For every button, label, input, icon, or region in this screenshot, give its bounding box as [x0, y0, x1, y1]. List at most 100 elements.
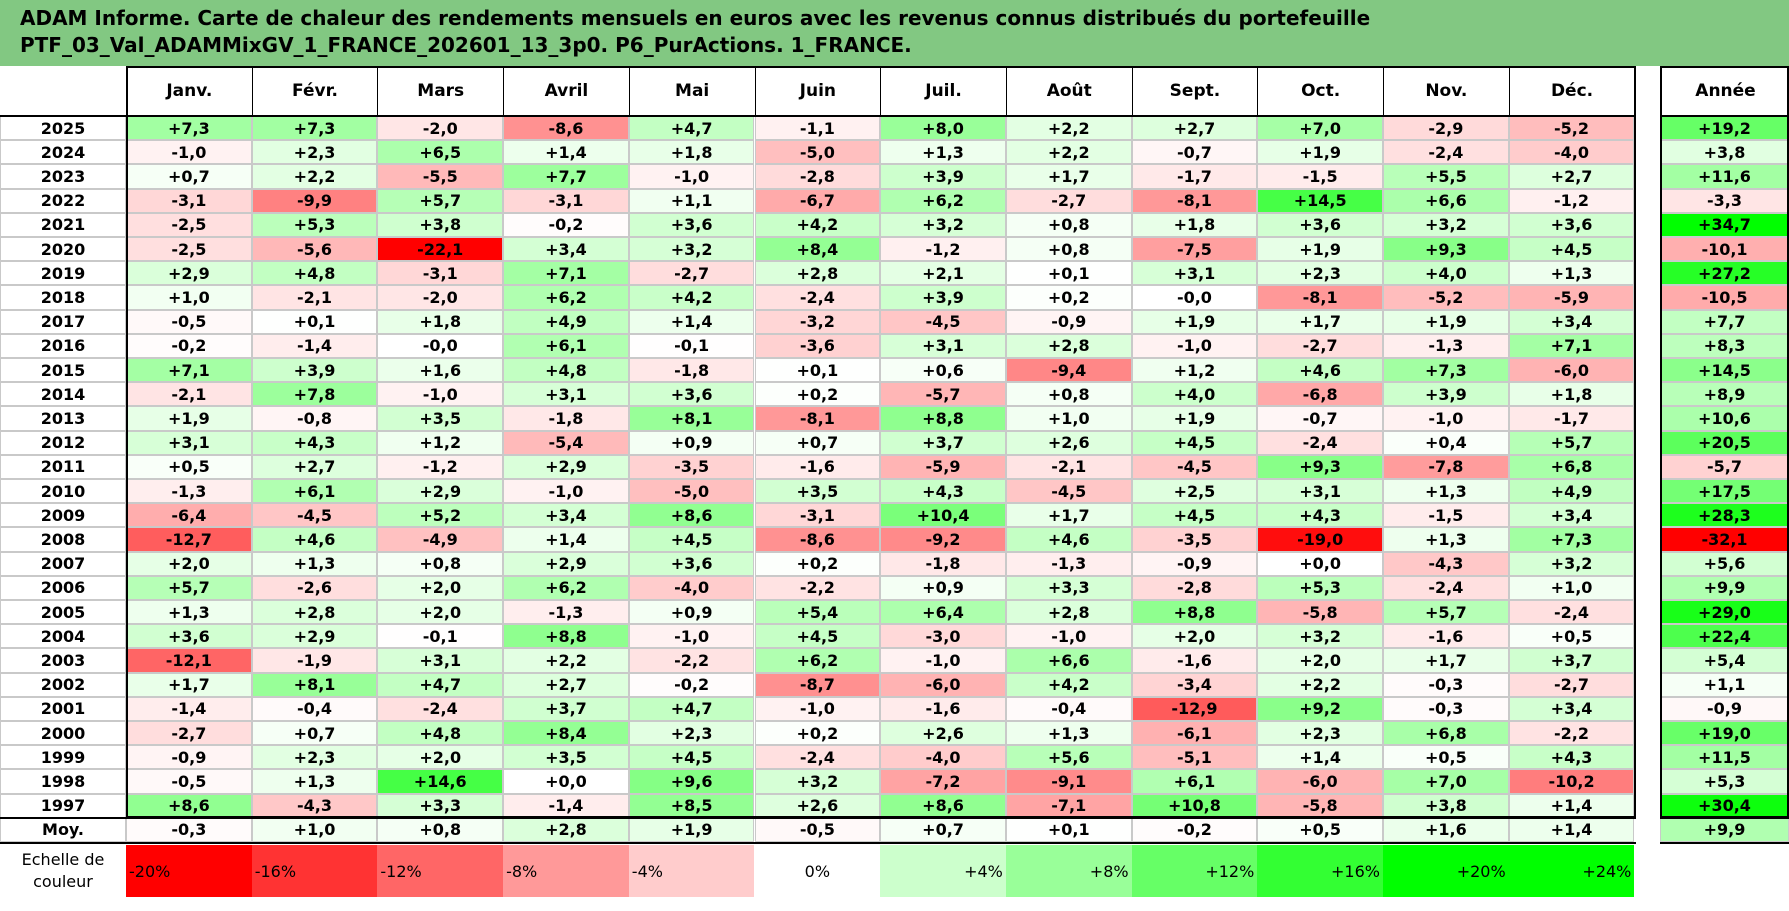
heatmap-cell: +8,8 [880, 406, 1006, 431]
heatmap-cell: +9,3 [1257, 454, 1383, 479]
heatmap-cell: -2,6 [251, 575, 378, 600]
annual-cell: +9,9 [1660, 575, 1789, 600]
heatmap-cell: +14,5 [1257, 188, 1383, 213]
heatmap-cell: +1,7 [1005, 164, 1132, 189]
heatmap-cell: -2,7 [126, 721, 252, 746]
heatmap-cell: -1,2 [1508, 188, 1635, 213]
heatmap-cell: +7,0 [1257, 116, 1383, 141]
heatmap-cell: +3,6 [1508, 212, 1635, 237]
heatmap-cell: +8,6 [126, 793, 252, 818]
heatmap-cell: +3,5 [503, 745, 629, 770]
heatmap-cell: +5,2 [377, 503, 504, 528]
heatmap-cell: +1,2 [1131, 358, 1258, 383]
year-label: 2006 [0, 575, 126, 600]
heatmap-cell: +4,0 [1131, 382, 1258, 407]
heatmap-cell: -2,4 [1257, 430, 1383, 455]
heatmap-cell: +7,1 [1508, 333, 1635, 358]
heatmap-cell: +5,7 [1508, 430, 1635, 455]
heatmap-cell: +2,3 [628, 721, 755, 746]
heatmap-cell: -4,0 [1508, 140, 1635, 165]
heatmap-cell: +5,7 [377, 188, 504, 213]
heatmap-cell: +1,3 [1383, 527, 1509, 552]
report-title: ADAM Informe. Carte de chaleur des rende… [0, 0, 1789, 66]
annual-cell: +27,2 [1660, 261, 1789, 286]
heatmap-cell: -2,2 [1508, 721, 1635, 746]
heatmap-cell: +4,9 [1508, 479, 1635, 504]
column-header: Avril [503, 66, 629, 116]
heatmap-cell: -3,6 [754, 333, 881, 358]
heatmap-cell: +8,6 [880, 793, 1006, 818]
heatmap-cell: -0,4 [1005, 696, 1132, 721]
year-label: 2014 [0, 382, 126, 407]
heatmap-cell: +7,8 [251, 382, 378, 407]
heatmap-cell: -5,0 [628, 479, 755, 504]
heatmap-cell: +3,9 [880, 164, 1006, 189]
heatmap-cell: +3,1 [126, 430, 252, 455]
heatmap-cell: -7,1 [1005, 793, 1132, 818]
heatmap-cell: -1,6 [1383, 624, 1509, 649]
heatmap-cell: +2,9 [377, 479, 504, 504]
heatmap-cell: +2,9 [503, 454, 629, 479]
year-label: 2015 [0, 358, 126, 383]
column-header: Janv. [126, 66, 252, 116]
heatmap-cell: -3,5 [1131, 527, 1258, 552]
average-cell: +0,8 [377, 817, 504, 842]
heatmap-cell: +4,3 [251, 430, 378, 455]
column-header: Nov. [1383, 66, 1509, 116]
year-label: 2007 [0, 551, 126, 576]
heatmap-cell: +4,3 [1508, 745, 1635, 770]
heatmap-cell: +4,5 [1131, 430, 1258, 455]
year-label: 2004 [0, 624, 126, 649]
heatmap-cell: +0,8 [1005, 212, 1132, 237]
heatmap-cell: +0,2 [754, 382, 881, 407]
year-label: 2008 [0, 527, 126, 552]
color-scale-step: -20% [126, 845, 252, 897]
heatmap-cell: +2,2 [251, 164, 378, 189]
column-header: Mai [628, 66, 755, 116]
heatmap-cell: +4,6 [1005, 527, 1132, 552]
heatmap-cell: +2,0 [377, 575, 504, 600]
heatmap-cell: +4,5 [754, 624, 881, 649]
annual-cell: +28,3 [1660, 503, 1789, 528]
year-label: 2017 [0, 309, 126, 334]
heatmap-cell: +3,6 [126, 624, 252, 649]
heatmap-cell: +3,6 [628, 212, 755, 237]
heatmap-cell: +9,6 [628, 769, 755, 794]
heatmap-cell: -0,7 [1257, 406, 1383, 431]
heatmap-cell: -5,7 [880, 382, 1006, 407]
heatmap-cell: +3,6 [628, 551, 755, 576]
heatmap-cell: +0,5 [126, 454, 252, 479]
heatmap-cell: +1,6 [377, 358, 504, 383]
column-header: Mars [377, 66, 503, 116]
heatmap-cell: -2,1 [126, 382, 252, 407]
heatmap-cell: -1,0 [377, 382, 504, 407]
table-rule [0, 115, 1637, 117]
heatmap-cell: -2,5 [126, 212, 252, 237]
heatmap-cell: +1,3 [1383, 479, 1509, 504]
heatmap-cell: -1,0 [1131, 333, 1258, 358]
heatmap-cell: +5,6 [1005, 745, 1132, 770]
heatmap-cell: -0,9 [126, 745, 252, 770]
heatmap-cell: -2,7 [628, 261, 755, 286]
heatmap-cell: -12,7 [126, 527, 252, 552]
annual-average-cell: +9,9 [1660, 817, 1789, 842]
column-header: Sept. [1131, 66, 1258, 116]
heatmap-cell: +1,7 [1383, 648, 1509, 673]
table-rule [1660, 115, 1789, 117]
heatmap-cell: +2,0 [1257, 648, 1383, 673]
heatmap-cell: -9,9 [251, 188, 378, 213]
annual-cell: +3,8 [1660, 140, 1789, 165]
average-cell: -0,2 [1131, 817, 1258, 842]
heatmap-cell: -2,9 [1383, 116, 1509, 141]
heatmap-cell: +0,0 [1257, 551, 1383, 576]
heatmap-cell: -0,5 [126, 309, 252, 334]
heatmap-cell: -0,9 [1131, 551, 1258, 576]
heatmap-cell: -4,3 [1383, 551, 1509, 576]
heatmap-cell: -1,4 [251, 333, 378, 358]
heatmap-cell: -2,0 [377, 116, 504, 141]
annual-cell: -10,5 [1660, 285, 1789, 310]
heatmap-cell: -8,1 [1131, 188, 1258, 213]
year-label: 1999 [0, 745, 126, 770]
annual-cell: -5,7 [1660, 454, 1789, 479]
heatmap-cell: +2,9 [503, 551, 629, 576]
